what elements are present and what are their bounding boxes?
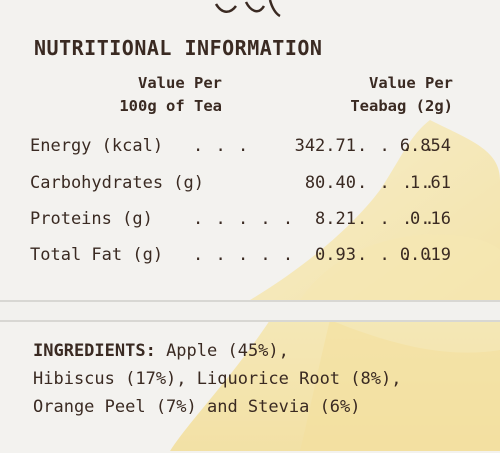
ingredients-line-2: Hibiscus (17%), Liquorice Root (8%), <box>33 369 402 389</box>
row-label: Total Fat (g) <box>30 245 164 265</box>
value-per-teabag: 0.019 <box>399 245 451 265</box>
value-per-100g: 80.40 <box>304 173 356 193</box>
leader-dots: . . . . <box>357 173 436 193</box>
column-header-per-teabag-line2: Teabag (2g) <box>350 97 453 115</box>
leader-dots: . . . . <box>357 209 436 229</box>
nutrition-row-energy: Energy (kcal) . . . 342.71 . . . . 6.854 <box>0 136 500 162</box>
ingredients-title: INGREDIENTS: <box>33 341 156 361</box>
nutrition-row-proteins: Proteins (g) . . . . . 8.21 . . . . 0.16 <box>0 209 500 235</box>
nutrition-row-carbohydrates: Carbohydrates (g) 80.40 . . . . 1.61 <box>0 173 500 199</box>
column-header-per-teabag-line1: Value Per <box>369 74 453 92</box>
value-per-100g: 0.93 <box>315 245 356 265</box>
ingredients-line-1-text: Apple (45%), <box>155 341 289 361</box>
ingredients-line-1: INGREDIENTS: Apple (45%), <box>33 337 493 365</box>
nutrition-row-total-fat: Total Fat (g) . . . . . 0.93 . . . . 0.0… <box>0 245 500 271</box>
column-header-per-100g-line1: Value Per <box>138 74 222 92</box>
row-label: Carbohydrates (g) <box>30 173 204 193</box>
nutrition-panel <box>0 300 500 302</box>
leader-dots: . . . <box>193 136 250 156</box>
value-per-teabag: 1.61 <box>410 173 451 193</box>
column-header-per-100g-line2: 100g of Tea <box>119 97 222 115</box>
row-label: Energy (kcal) <box>30 136 164 156</box>
column-header-per-teabag: Value Per Teabag (2g) <box>350 72 453 118</box>
leader-dots: . . . . <box>357 245 436 265</box>
leader-dots: . . . . . <box>193 245 295 265</box>
value-per-teabag: 6.854 <box>399 136 451 156</box>
leader-dots: . . . . . <box>193 209 295 229</box>
value-per-100g: 342.71 <box>294 136 356 156</box>
nutrition-heading: NUTRITIONAL INFORMATION <box>34 36 323 60</box>
script-flourish-decoration <box>214 0 281 18</box>
column-header-per-100g: Value Per 100g of Tea <box>119 72 222 118</box>
ingredients-line-3: Orange Peel (7%) and Stevia (6%) <box>33 397 361 417</box>
ingredients-text: INGREDIENTS: Apple (45%), Hibiscus (17%)… <box>33 337 493 421</box>
ingredients-panel <box>0 320 500 453</box>
value-per-100g: 8.21 <box>315 209 356 229</box>
row-label: Proteins (g) <box>30 209 153 229</box>
leader-dots: . . . . <box>357 136 436 156</box>
value-per-teabag: 0.16 <box>410 209 451 229</box>
